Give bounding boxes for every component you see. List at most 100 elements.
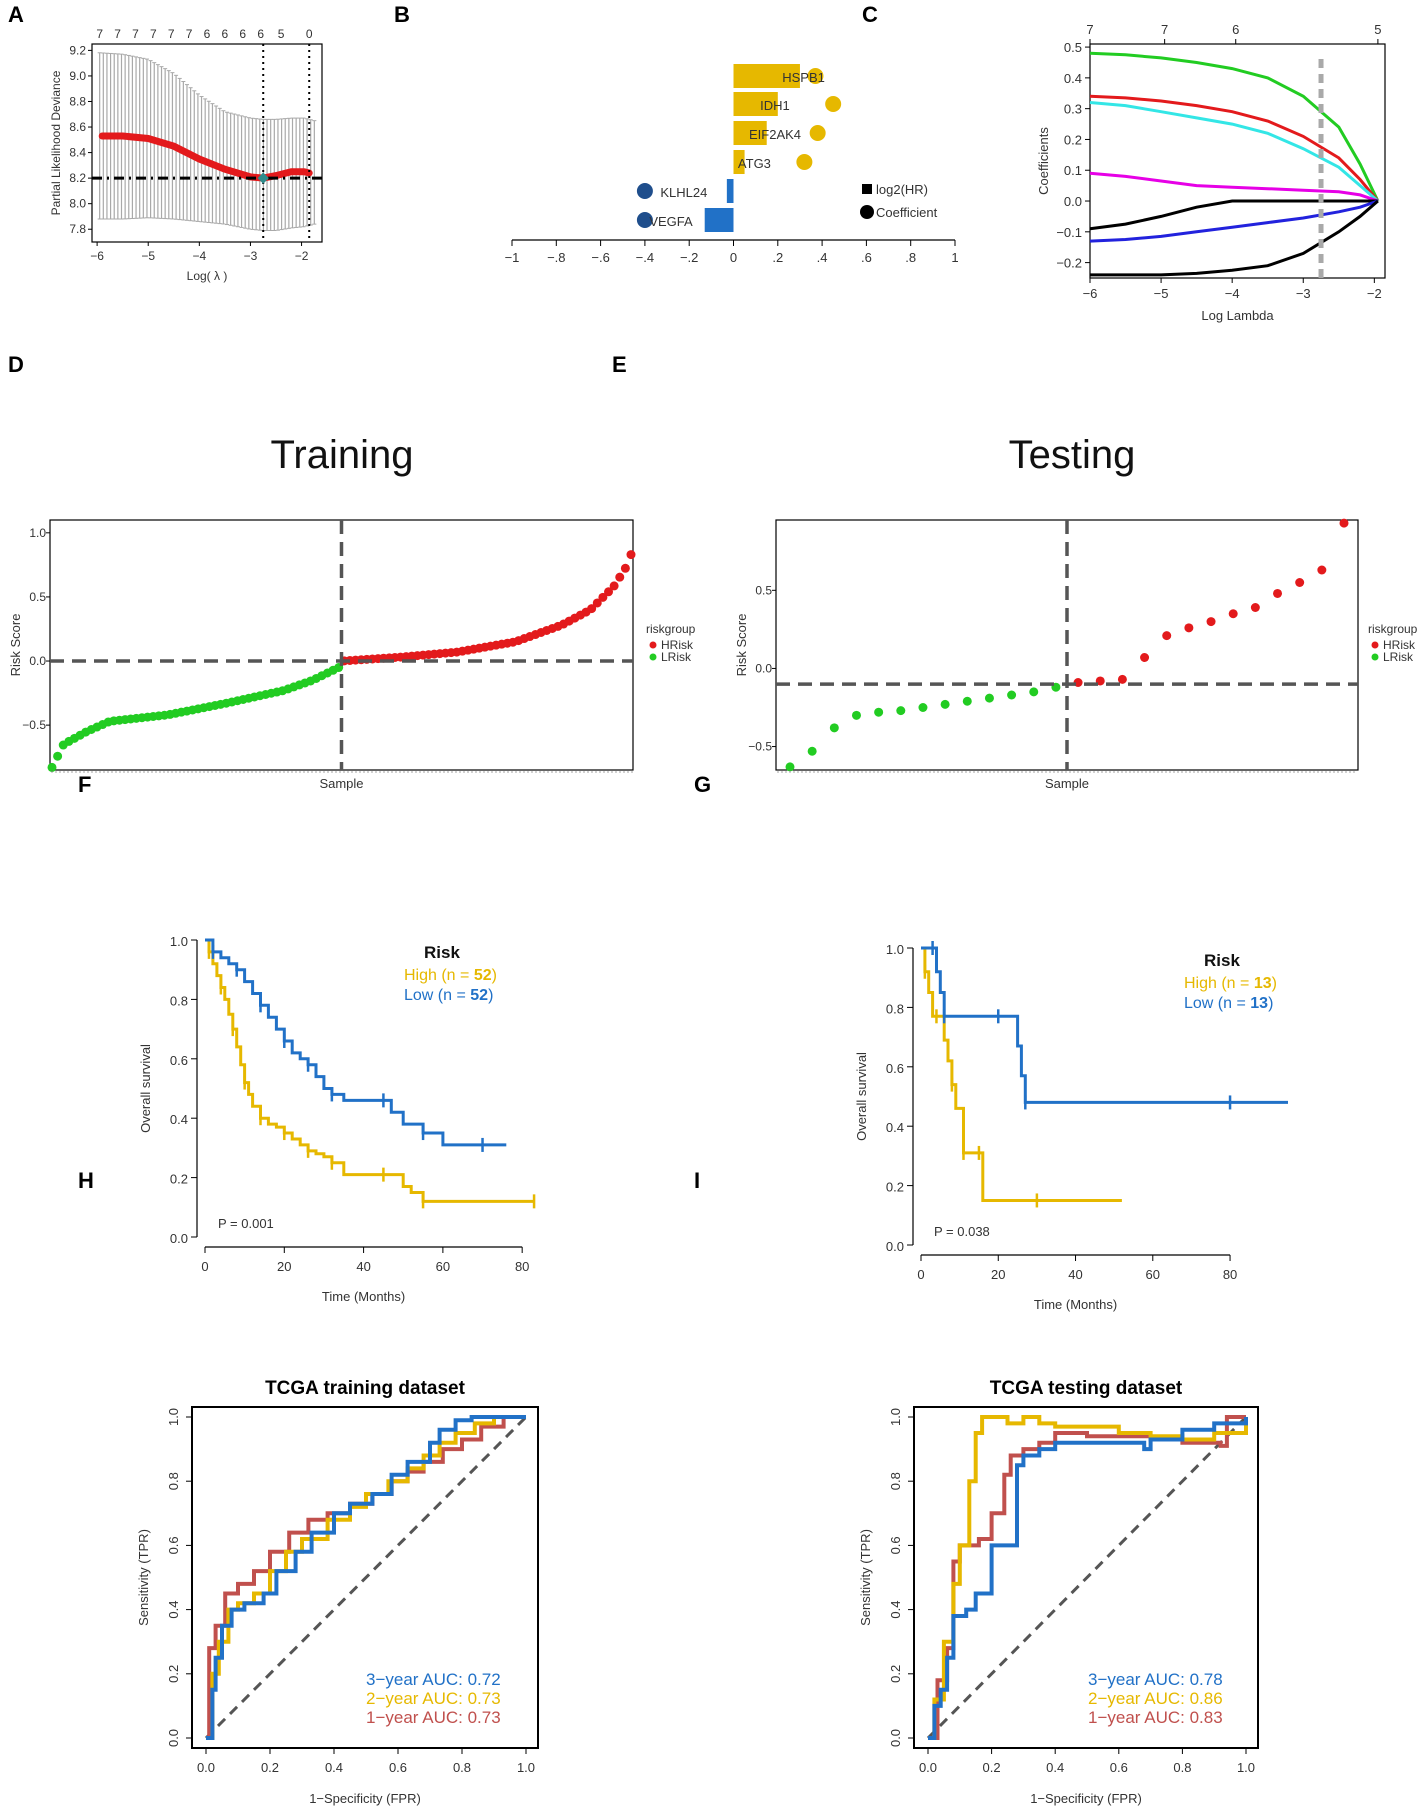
low-risk-point [1029,687,1039,697]
high-risk-point [1250,603,1260,612]
x-tick-label: 60 [1146,1267,1160,1282]
legend-auc-3-year: 3−year AUC: 0.78 [1088,1670,1223,1689]
y-tick-label: 1.0 [29,526,46,540]
y-tick-label: 0.0 [170,1231,188,1246]
top-tick-label: 7 [114,27,121,41]
high-risk-point [1184,623,1194,633]
x-tick-label: −3 [244,249,258,263]
panel-label-C: C [862,2,878,27]
y-axis-label: Sensitivity (TPR) [858,1529,873,1626]
y-tick-label: −0.5 [748,740,772,754]
y-tick-label: 0.5 [1064,40,1082,55]
top-tick-label: 7 [150,27,157,41]
high-risk-point [1206,617,1216,627]
y-tick-label: 1.0 [166,1408,181,1426]
x-tick-label: −6 [90,249,104,263]
low-risk-point [829,723,839,733]
x-tick-label: 0.4 [325,1760,343,1775]
top-tick-label: 7 [1161,22,1168,37]
legend-prefix: High (n = [1184,975,1254,992]
panel-label-F: F [78,772,91,797]
x-tick-label: −2 [1367,286,1382,301]
legend-entry-low: Low (n = 52) [404,987,493,1004]
y-tick-label: 8.4 [69,146,86,160]
x-tick-label: 80 [515,1259,529,1274]
x-tick-label: .4 [817,250,828,265]
low-risk-point [962,696,972,706]
x-axis-label: Time (Months) [322,1289,405,1304]
high-risk-point [587,604,597,614]
y-tick-label: 0.6 [166,1536,181,1554]
coefficient-path-blue [1089,199,1379,243]
survival-curve-low [921,946,1288,1104]
x-axis-label: Log( λ ) [187,269,228,283]
coefficient-path-green [1089,51,1380,202]
panel-label-E: E [612,352,627,377]
roc-curve-3-year [206,1415,526,1740]
top-tick-label: 7 [96,27,103,41]
high-risk-point [626,550,636,560]
top-tick-label: 7 [132,27,139,41]
y-tick-label: 0.0 [886,1239,904,1254]
panel-label-G: G [694,772,711,797]
x-tick-label: 0.6 [1110,1760,1128,1775]
legend-title: riskgroup [1368,622,1418,636]
x-tick-label: 1 [951,250,958,265]
legend-coefficient: Coefficient [876,205,938,220]
y-tick-label: −0.2 [1056,256,1082,271]
legend-suffix: ) [1268,995,1273,1012]
x-tick-label: −6 [1083,286,1098,301]
y-tick-label: 0.5 [755,583,772,597]
hr-bar [733,150,745,174]
x-tick-label: −5 [1154,286,1169,301]
diagonal-reference [204,1415,528,1740]
y-tick-label: 8.8 [69,94,86,108]
legend-square-marker [862,184,872,194]
y-tick-label: 9.2 [69,43,86,57]
plot-frame [91,43,323,243]
high-risk-point [1339,518,1349,528]
y-tick-label: 0.8 [170,993,188,1008]
plot-frame [191,1406,539,1749]
x-tick-label: −4 [1225,286,1240,301]
gene-label: ATG3 [738,156,771,171]
x-tick-label: .8 [905,250,916,265]
y-tick-label: 0.1 [1064,163,1082,178]
panel-label-H: H [78,1168,94,1193]
p-value: P = 0.001 [218,1216,274,1231]
y-tick-label: 0.2 [170,1172,188,1187]
high-risk-point [1228,609,1238,619]
x-tick-label: −5 [141,249,155,263]
y-tick-label: 0.4 [166,1601,181,1619]
x-tick-label: 0.0 [919,1760,937,1775]
x-axis-label: 1−Specificity (FPR) [309,1791,421,1806]
chart-title: TCGA testing dataset [990,1378,1183,1399]
hr-bar [726,179,734,203]
survival-curve-high [205,938,535,1203]
high-risk-point [1140,653,1150,662]
low-risk-point [940,699,950,709]
legend-entry-low: Low (n = 13) [1184,995,1273,1012]
diagonal-reference [926,1415,1248,1740]
x-tick-label: 0 [730,250,737,265]
chart-title: TCGA training dataset [265,1378,466,1399]
legend-count: 52 [474,967,492,984]
top-tick-label: 6 [204,27,211,41]
legend-hrisk: HRisk [661,638,694,652]
y-tick-label: −0.1 [1056,225,1082,240]
x-tick-label: −1 [505,250,520,265]
top-tick-label: 6 [222,27,229,41]
legend-hrisk: HRisk [1383,638,1416,652]
legend-lrisk-marker [1371,653,1379,661]
y-axis-label: Sensitivity (TPR) [136,1529,151,1626]
x-tick-label: 0.0 [197,1760,215,1775]
panel-h-roc: TCGA training dataset 0.0 0.2 0.4 0.6 0.8 1.0 0… [136,1378,539,1806]
legend-hrisk-marker [1371,641,1379,649]
y-tick-label: 0.0 [888,1729,903,1747]
coefficient-path-magenta [1089,171,1379,203]
x-tick-label: −4 [192,249,206,263]
hr-bar [733,92,778,116]
low-risk-point [896,706,906,716]
x-tick-label: −.4 [636,250,654,265]
coefficient-path-black1 [1089,199,1378,231]
